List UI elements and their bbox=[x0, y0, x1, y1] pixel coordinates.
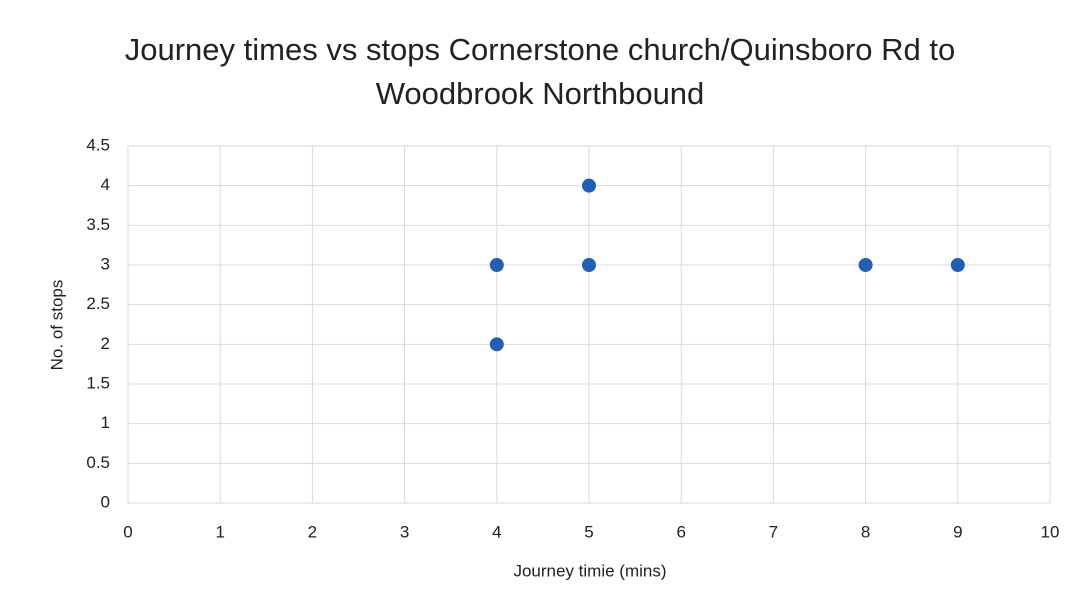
x-tick-label: 9 bbox=[953, 522, 962, 541]
y-tick-label: 0.5 bbox=[86, 453, 110, 472]
x-tick-label: 8 bbox=[861, 522, 870, 541]
x-tick-label: 7 bbox=[769, 522, 778, 541]
x-axis-label: Journey timie (mins) bbox=[513, 561, 666, 580]
chart-title: Journey times vs stops Cornerstone churc… bbox=[124, 32, 956, 111]
y-tick-label: 2 bbox=[101, 334, 110, 353]
x-tick-label: 1 bbox=[215, 522, 224, 541]
y-tick-label: 1.5 bbox=[86, 373, 110, 392]
y-axis-label: No. of stops bbox=[47, 280, 66, 371]
point bbox=[489, 337, 504, 352]
x-tick-label: 3 bbox=[400, 522, 409, 541]
y-tick-label: 2.5 bbox=[86, 294, 110, 313]
y-tick-label: 4.5 bbox=[86, 135, 110, 154]
point bbox=[582, 178, 596, 193]
point bbox=[858, 258, 873, 272]
x-tick-label: 10 bbox=[1041, 522, 1060, 541]
x-tick-label: 5 bbox=[584, 522, 593, 541]
x-tick-label: 2 bbox=[308, 522, 317, 541]
point bbox=[489, 258, 504, 272]
y-tick-label: 0 bbox=[101, 492, 110, 511]
y-tick-label: 1 bbox=[101, 413, 110, 432]
x-tick-label: 0 bbox=[123, 522, 132, 541]
x-tick-label: 6 bbox=[676, 522, 685, 541]
y-tick-label: 3.5 bbox=[86, 215, 110, 234]
x-tick-label: 4 bbox=[492, 522, 501, 541]
point bbox=[582, 258, 596, 272]
y-tick-label: 3 bbox=[101, 254, 110, 273]
point bbox=[950, 258, 965, 272]
y-tick-label: 4 bbox=[101, 175, 110, 194]
